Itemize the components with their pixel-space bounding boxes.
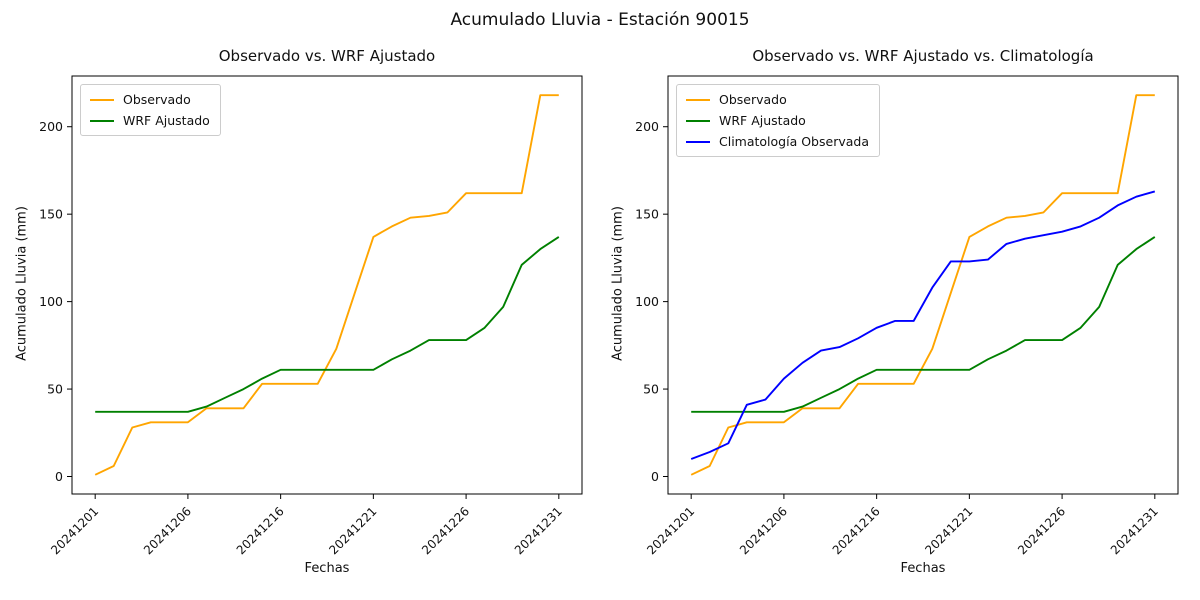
line-wrf-ajustado — [691, 236, 1156, 413]
legend-label: Observado — [123, 92, 191, 107]
right-y-axis-label: Acumulado Lluvia (mm) — [610, 206, 626, 361]
y-tick-label: 100 — [635, 294, 659, 309]
right-legend: Observado WRF Ajustado Climatología Observ… — [676, 84, 880, 157]
y-tick-label: 100 — [39, 294, 63, 309]
legend-line-swatch — [686, 140, 710, 143]
left-y-axis-label: Acumulado Lluvia (mm) — [14, 206, 30, 361]
y-tick-label: 200 — [635, 119, 659, 134]
legend-line-swatch — [686, 98, 710, 101]
x-tick-label: 20241206 — [737, 504, 790, 557]
figure-title: Acumulado Lluvia - Estación 90015 — [450, 10, 750, 30]
y-tick-label: 150 — [635, 207, 659, 222]
x-tick-label: 20241201 — [48, 504, 101, 557]
legend-row: Observado — [90, 92, 210, 107]
y-tick-label: 0 — [55, 469, 63, 484]
legend-label: WRF Ajustado — [719, 113, 806, 128]
legend-line-swatch — [686, 119, 710, 122]
y-tick-label: 0 — [651, 469, 659, 484]
x-tick-label: 20241221 — [326, 504, 379, 557]
y-tick-label: 200 — [39, 119, 63, 134]
legend-row: Observado — [686, 92, 869, 107]
legend-row: Climatología Observada — [686, 134, 869, 149]
legend-line-swatch — [90, 119, 114, 122]
x-tick-label: 20241226 — [1015, 504, 1068, 557]
right-x-axis-label: Fechas — [900, 561, 946, 576]
line-observado — [690, 94, 1155, 476]
legend-label: Observado — [719, 92, 787, 107]
left-x-axis-label: Fechas — [304, 561, 350, 576]
y-tick-label: 50 — [643, 382, 659, 397]
subplot-left-title: Observado vs. WRF Ajustado — [218, 47, 436, 65]
x-tick-label: 20241216 — [234, 504, 287, 557]
x-tick-label: 20241201 — [644, 504, 697, 557]
line-wrf-ajustado — [95, 236, 560, 413]
axes-frame — [71, 75, 583, 495]
x-tick-label: 20241226 — [419, 504, 472, 557]
subplot-right-title: Observado vs. WRF Ajustado vs. Climatolo… — [752, 47, 1094, 65]
legend-row: WRF Ajustado — [686, 113, 869, 128]
axes-frame — [667, 75, 1179, 495]
line-climatolog-a-observada — [690, 190, 1156, 460]
legend-line-swatch — [90, 98, 114, 101]
legend-row: WRF Ajustado — [90, 113, 210, 128]
x-tick-label: 20241206 — [141, 504, 194, 557]
x-tick-label: 20241231 — [1108, 504, 1161, 557]
y-tick-label: 50 — [47, 382, 63, 397]
x-tick-label: 20241231 — [512, 504, 565, 557]
x-tick-label: 20241216 — [830, 504, 883, 557]
x-tick-label: 20241221 — [922, 504, 975, 557]
legend-label: Climatología Observada — [719, 134, 869, 149]
y-tick-label: 150 — [39, 207, 63, 222]
line-observado — [94, 94, 559, 476]
left-legend: Observado WRF Ajustado — [80, 84, 221, 136]
legend-label: WRF Ajustado — [123, 113, 210, 128]
